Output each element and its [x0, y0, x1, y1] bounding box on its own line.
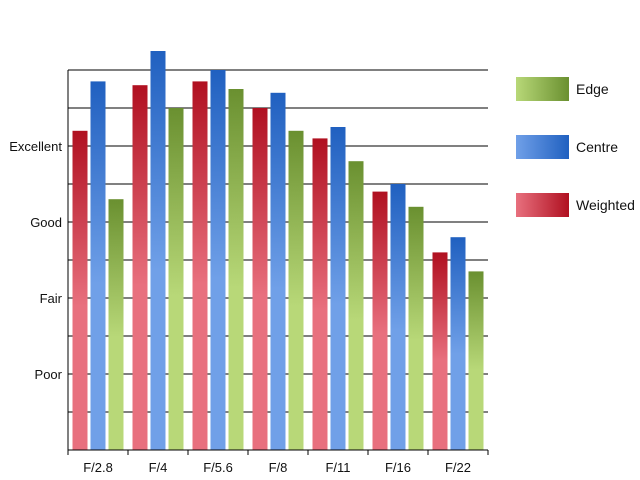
- bar-centre-0: [90, 81, 106, 451]
- x-tick-label: F/2.8: [83, 460, 113, 475]
- axes: [67, 70, 489, 455]
- bar-edge-2: [228, 89, 244, 450]
- legend-swatch-edge: [516, 77, 569, 101]
- bar-weighted-6: [432, 252, 448, 450]
- x-tick-label: F/11: [325, 460, 350, 475]
- bar-weighted-0: [72, 130, 88, 451]
- bar-edge-6: [468, 271, 484, 450]
- legend-swatch-centre: [516, 135, 569, 159]
- bar-centre-3: [270, 92, 286, 451]
- bar-edge-1: [168, 108, 184, 450]
- legend-label-centre: Centre: [576, 139, 618, 155]
- x-tick-label: F/5.6: [203, 460, 233, 475]
- bar-weighted-1: [132, 85, 148, 450]
- bar-centre-4: [330, 127, 346, 450]
- bar-weighted-5: [372, 191, 388, 450]
- x-tick-label: F/8: [269, 460, 288, 475]
- bar-centre-6: [450, 237, 466, 450]
- y-tick-label: Fair: [40, 291, 63, 306]
- legend-swatch-weighted: [516, 193, 569, 217]
- legend: Edge Centre Weighted: [516, 77, 635, 217]
- bar-edge-5: [408, 206, 424, 450]
- y-tick-label: Poor: [35, 367, 63, 382]
- y-tick-labels: Poor Fair Good Excellent: [9, 139, 62, 382]
- bars: [72, 51, 484, 451]
- legend-label-edge: Edge: [576, 81, 609, 97]
- y-tick-label: Excellent: [9, 139, 62, 154]
- bar-centre-5: [390, 184, 406, 450]
- bar-edge-4: [348, 161, 364, 450]
- y-tick-label: Good: [30, 215, 62, 230]
- legend-label-weighted: Weighted: [576, 197, 635, 213]
- bar-weighted-3: [252, 108, 268, 450]
- x-tick-label: F/4: [149, 460, 168, 475]
- bar-edge-0: [108, 199, 124, 450]
- bar-weighted-2: [192, 81, 208, 451]
- bar-edge-3: [288, 130, 304, 451]
- bar-weighted-4: [312, 138, 328, 450]
- bar-centre-1: [150, 51, 166, 450]
- x-tick-label: F/16: [385, 460, 411, 475]
- bar-centre-2: [210, 70, 226, 450]
- x-tick-label: F/22: [445, 460, 471, 475]
- x-tick-labels: F/2.8 F/4 F/5.6 F/8 F/11 F/16 F/22: [83, 460, 471, 475]
